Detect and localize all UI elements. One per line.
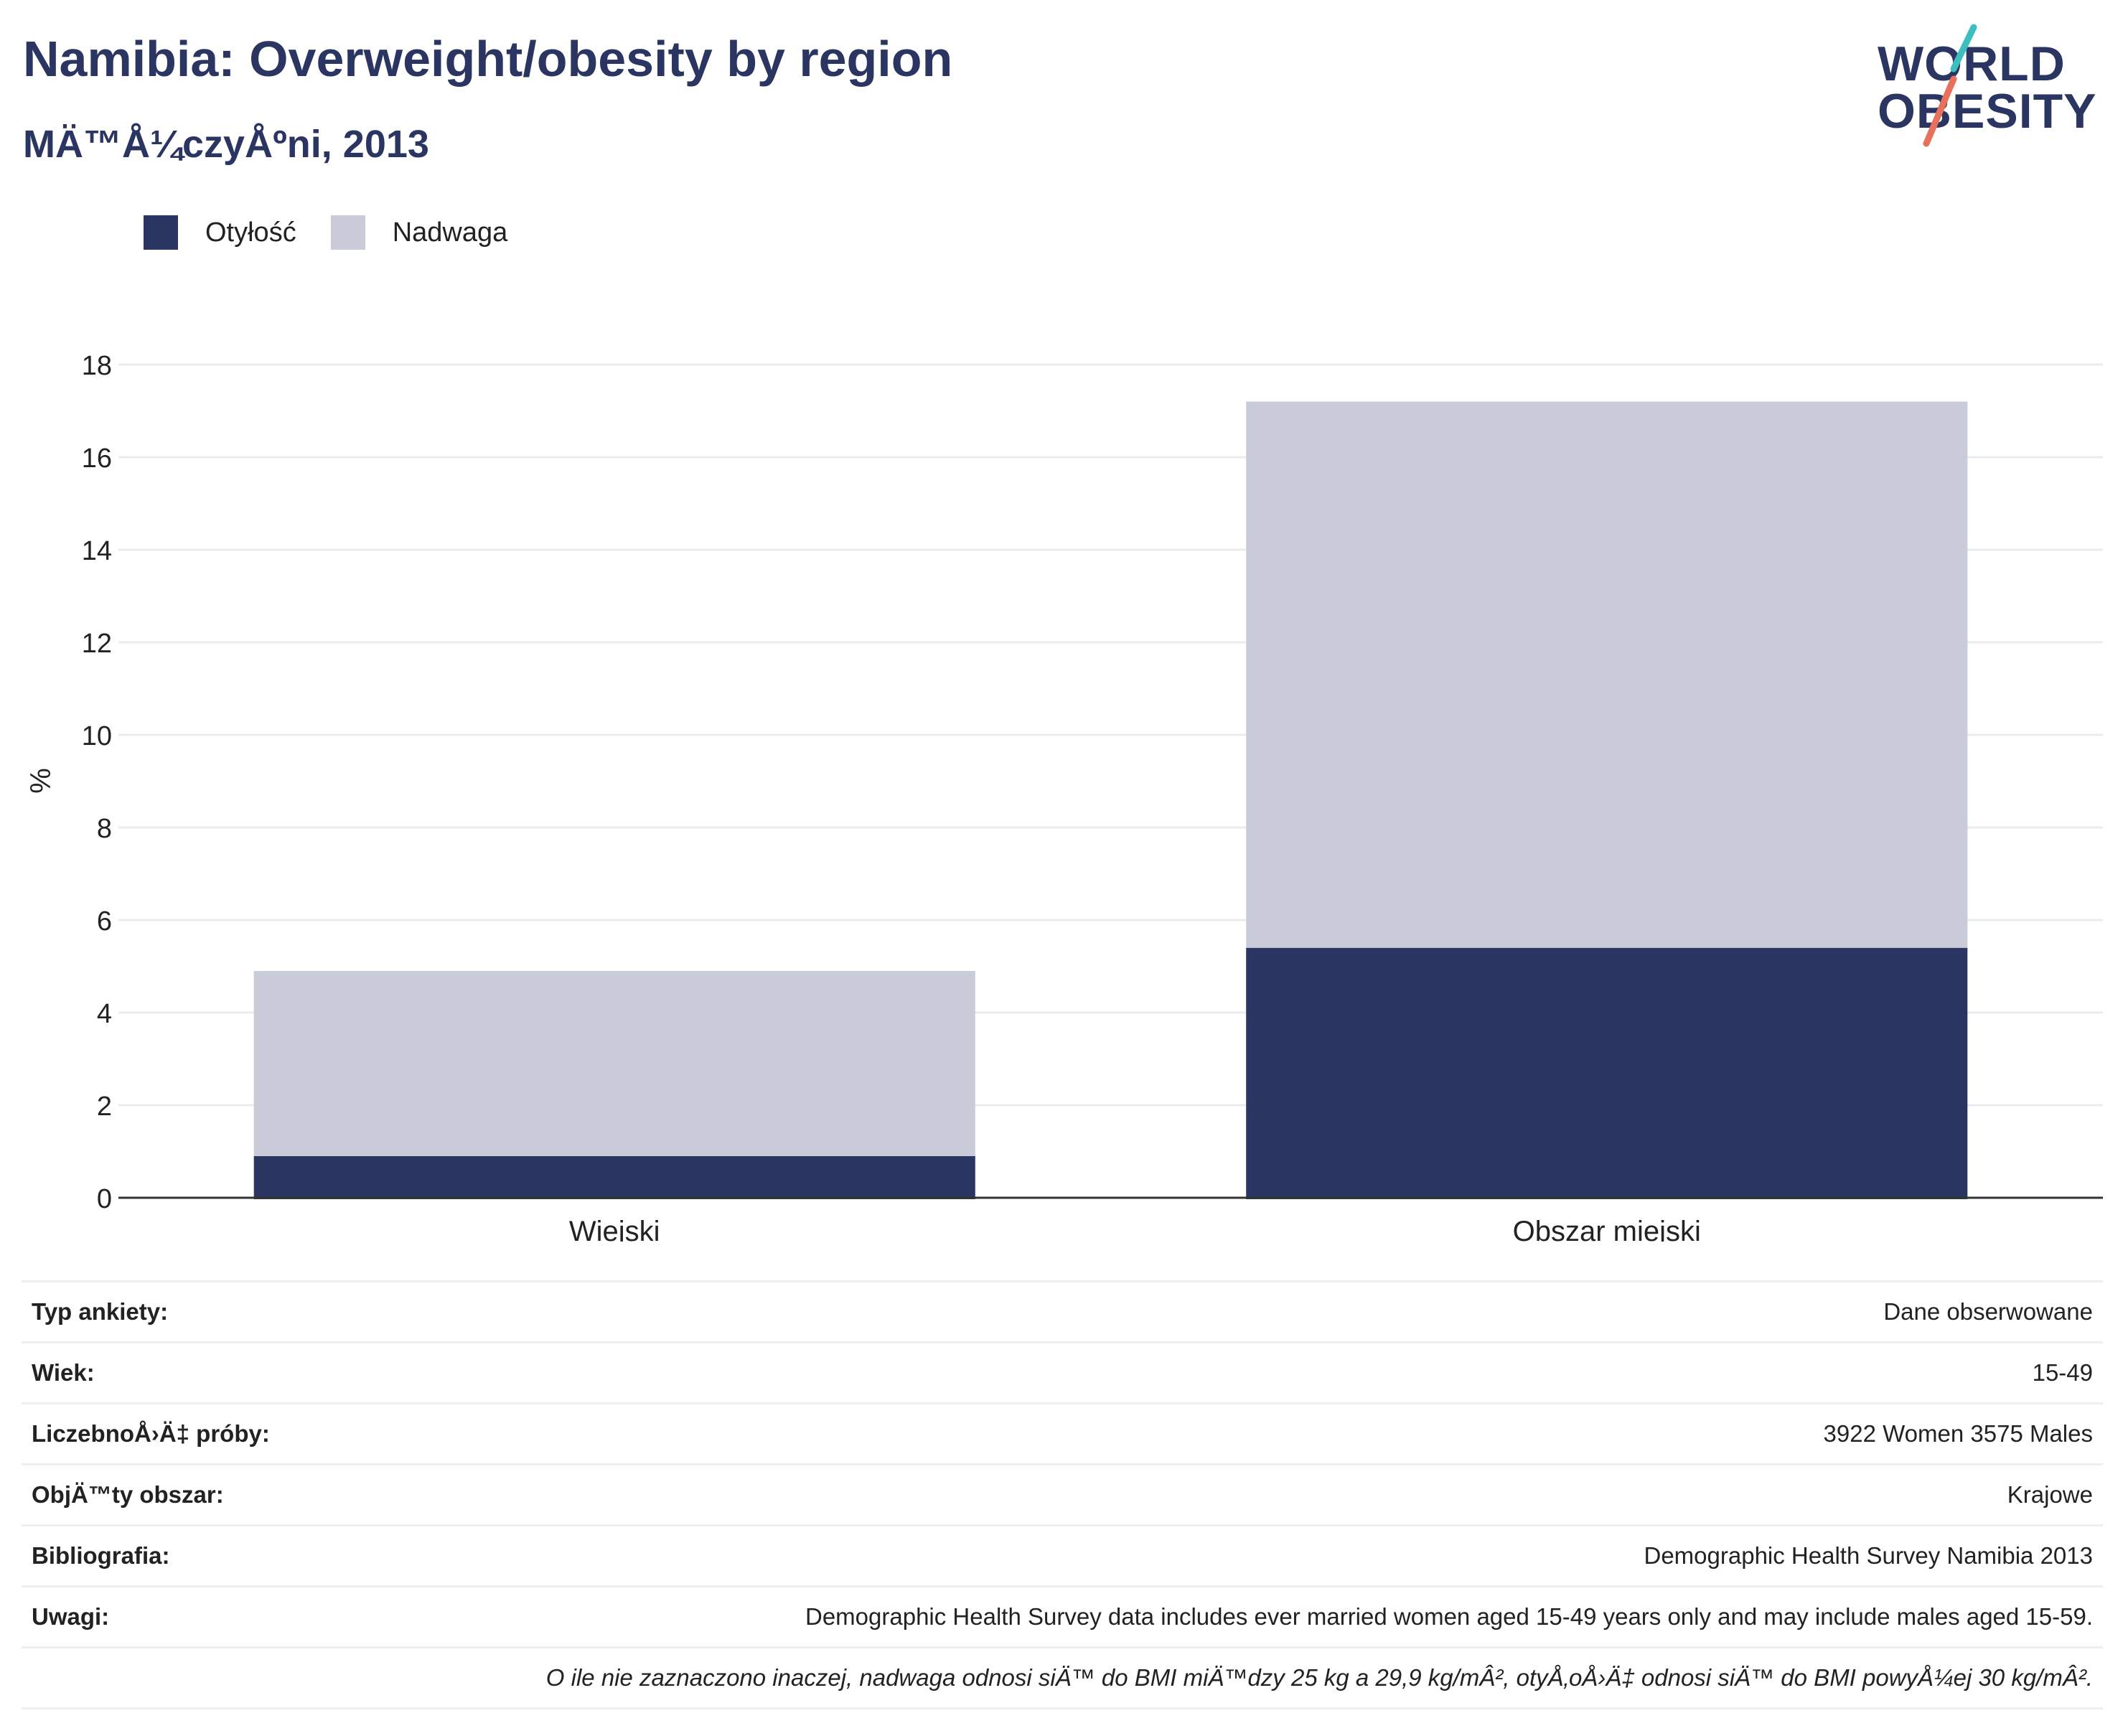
y-axis-label: % — [25, 768, 57, 794]
y-tick-label: 4 — [97, 999, 112, 1029]
info-row: LiczebnoÅ›Ä‡ próby: 3922 Women 3575 Male… — [22, 1402, 2103, 1465]
legend-label-obesity: Otyłość — [205, 217, 296, 248]
info-value-notes: Demographic Health Survey data includes … — [400, 1585, 2103, 1648]
y-tick-label: 6 — [97, 906, 112, 937]
y-tick-label: 10 — [82, 721, 112, 751]
chart-title: Namibia: Overweight/obesity by region — [23, 31, 953, 87]
info-row: Wiek: 15-49 — [22, 1341, 2103, 1404]
info-key-sample-size: LiczebnoÅ›Ä‡ próby: — [22, 1402, 400, 1465]
chart-legend: Otyłość Nadwaga — [144, 212, 542, 253]
bar-overweight — [253, 970, 975, 1156]
bar-obesity — [253, 1155, 975, 1199]
logo-slash-icon — [1923, 24, 1977, 147]
info-footnote: O ile nie zaznaczono inaczej, nadwaga od… — [22, 1646, 2103, 1709]
bar-overweight — [1246, 401, 1968, 948]
info-key-notes: Uwagi: — [22, 1585, 400, 1648]
y-tick-label: 18 — [82, 351, 112, 381]
y-tick-label: 16 — [82, 444, 112, 474]
info-value-survey-type: Dane obserwowane — [400, 1280, 2103, 1343]
info-key-area-covered: ObjÄ™ty obszar: — [22, 1463, 400, 1526]
legend-swatch-obesity — [144, 215, 178, 250]
y-tick-label: 2 — [97, 1092, 112, 1122]
info-value-area-covered: Krajowe — [400, 1463, 2103, 1526]
info-value-age: 15-49 — [400, 1341, 2103, 1404]
world-obesity-logo: WORLD OBESITY — [1866, 22, 2110, 158]
info-row: O ile nie zaznaczono inaczej, nadwaga od… — [22, 1646, 2103, 1709]
legend-item-obesity[interactable]: Otyłość — [144, 215, 296, 250]
info-key-bibliography: Bibliografia: — [22, 1524, 400, 1587]
y-tick-label: 0 — [97, 1184, 112, 1214]
info-row: ObjÄ™ty obszar: Krajowe — [22, 1463, 2103, 1526]
survey-info-table: Typ ankiety: Dane obserwowane Wiek: 15-4… — [22, 1280, 2103, 1709]
logo-line-1: WORLD — [1878, 37, 2066, 91]
bars — [253, 401, 1968, 1199]
info-row: Bibliografia: Demographic Health Survey … — [22, 1524, 2103, 1587]
info-value-bibliography: Demographic Health Survey Namibia 2013 — [400, 1524, 2103, 1587]
legend-item-overweight[interactable]: Nadwaga — [330, 215, 508, 250]
x-tick-label: Obszar miejski — [1513, 1216, 1701, 1242]
y-tick-label: 8 — [97, 814, 112, 844]
x-tick-label: Wiejski — [569, 1216, 660, 1242]
y-tick-label: 14 — [82, 536, 112, 566]
axis-ticks: 0 2 4 6 8 10 12 14 16 18 Wiejski Obszar miejski — [82, 351, 1701, 1242]
legend-label-overweight: Nadwaga — [392, 217, 508, 248]
info-row: Typ ankiety: Dane obserwowane — [22, 1280, 2103, 1343]
y-tick-label: 12 — [82, 629, 112, 659]
info-key-age: Wiek: — [22, 1341, 400, 1404]
info-row: Uwagi: Demographic Health Survey data in… — [22, 1585, 2103, 1648]
info-key-survey-type: Typ ankiety: — [22, 1280, 400, 1343]
stacked-bar-chart: 0 2 4 6 8 10 12 14 16 18 Wiejski Obszar miejski % — [25, 351, 2103, 1242]
logo-line-2: OBESITY — [1878, 84, 2097, 139]
info-value-sample-size: 3922 Women 3575 Males — [400, 1402, 2103, 1465]
chart-subtitle: MÄ™Å¼czyÅºni, 2013 — [23, 123, 429, 166]
legend-swatch-overweight — [330, 215, 365, 250]
bar-obesity — [1246, 947, 1968, 1199]
